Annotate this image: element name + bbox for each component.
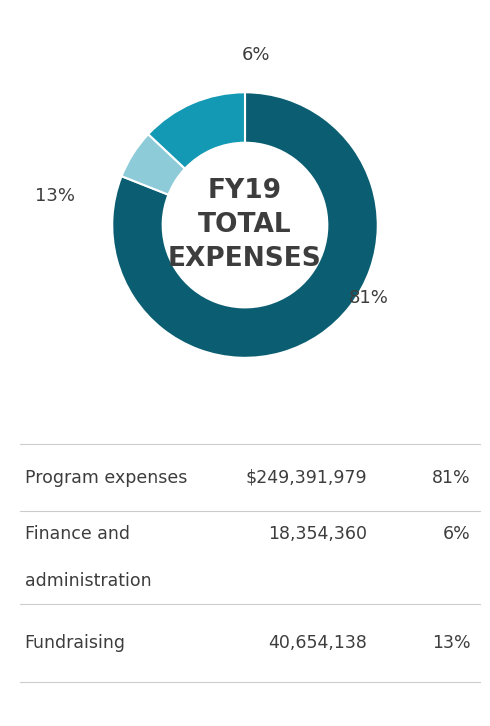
Text: FY19
TOTAL
EXPENSES: FY19 TOTAL EXPENSES (168, 178, 322, 272)
Text: 6%: 6% (242, 46, 270, 64)
Wedge shape (122, 134, 185, 195)
Text: 40,654,138: 40,654,138 (269, 635, 368, 652)
Wedge shape (148, 92, 245, 168)
Text: Finance and: Finance and (24, 526, 129, 543)
Wedge shape (112, 92, 378, 358)
Text: 13%: 13% (35, 187, 75, 205)
Text: 18,354,360: 18,354,360 (269, 526, 368, 543)
Text: 13%: 13% (432, 635, 470, 652)
Text: administration: administration (24, 572, 151, 590)
Text: 81%: 81% (432, 469, 470, 486)
Text: Fundraising: Fundraising (24, 635, 125, 652)
Text: 6%: 6% (442, 526, 470, 543)
Text: $249,391,979: $249,391,979 (246, 469, 368, 486)
Text: 81%: 81% (348, 289, 389, 307)
Text: Program expenses: Program expenses (24, 469, 187, 486)
